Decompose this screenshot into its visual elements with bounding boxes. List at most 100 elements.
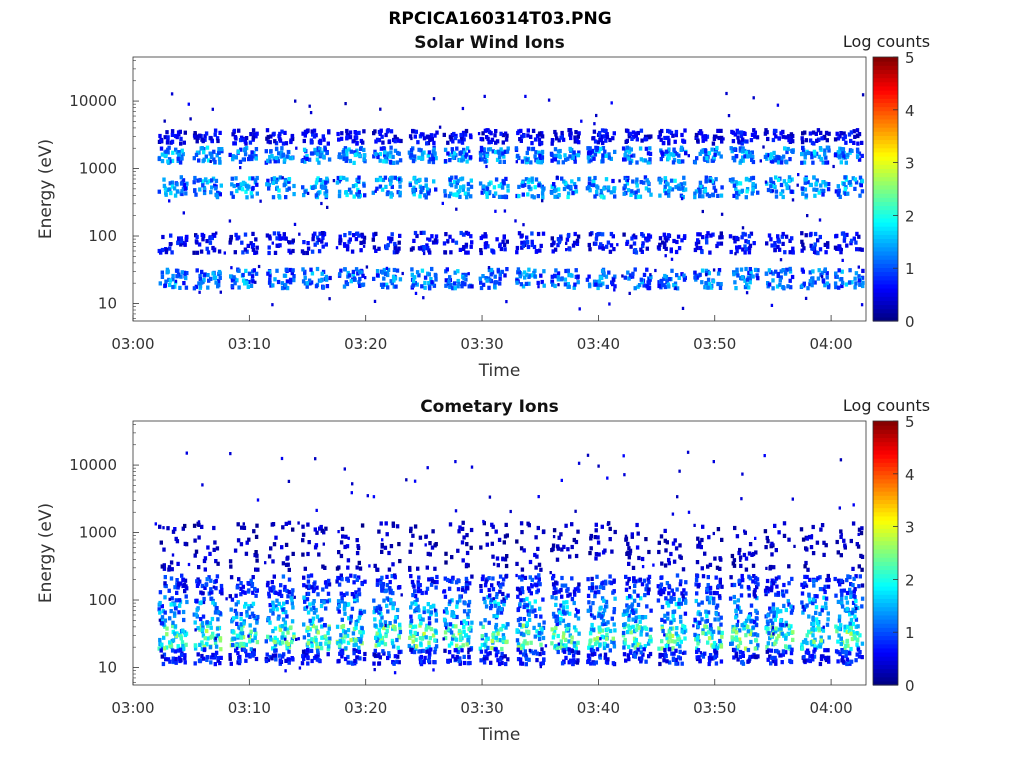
heatmap-cell [314, 457, 317, 461]
heatmap-cell [228, 238, 233, 243]
heatmap-cell [633, 248, 638, 253]
heatmap-cell [305, 281, 309, 286]
heatmap-cell [309, 140, 314, 145]
heatmap-cell [359, 248, 363, 253]
heatmap-cell [265, 182, 269, 187]
heatmap-cell [346, 640, 351, 645]
heatmap-cell [197, 158, 201, 163]
heatmap-cell [707, 151, 712, 156]
heatmap-cell [455, 146, 459, 151]
heatmap-cell [361, 273, 365, 278]
heatmap-cell [706, 231, 710, 236]
heatmap-cell [340, 617, 344, 622]
heatmap-cell [649, 275, 653, 280]
heatmap-cell [317, 160, 321, 165]
heatmap-cell [454, 192, 458, 197]
heatmap-cell [347, 187, 352, 192]
heatmap-cell [228, 240, 232, 245]
heatmap-cell [775, 284, 780, 289]
heatmap-cell [325, 284, 330, 289]
heatmap-cell [489, 267, 494, 273]
heatmap-cell [551, 249, 555, 254]
heatmap-cell [378, 184, 383, 189]
heatmap-cell [606, 240, 611, 245]
heatmap-cell [321, 564, 325, 569]
heatmap-cell [158, 618, 162, 622]
heatmap-cell [537, 183, 541, 188]
heatmap-cell [273, 645, 277, 651]
heatmap-cell [564, 523, 568, 528]
heatmap-cell [519, 598, 523, 603]
heatmap-cell [567, 284, 571, 289]
heatmap-cell [196, 150, 200, 155]
heatmap-cell [484, 649, 488, 654]
heatmap-cell [359, 240, 363, 245]
heatmap-cell [170, 242, 173, 246]
heatmap-cell [469, 628, 473, 633]
heatmap-cell [273, 642, 278, 647]
heatmap-cell [395, 607, 400, 613]
heatmap-cell [373, 563, 377, 568]
heatmap-cell [237, 577, 241, 582]
heatmap-cell [843, 134, 847, 140]
heatmap-cell [667, 284, 671, 289]
heatmap-cell [572, 643, 577, 648]
heatmap-cell [731, 130, 735, 135]
heatmap-cell [244, 551, 249, 556]
heatmap-cell [178, 285, 182, 290]
heatmap-cell [251, 638, 255, 643]
heatmap-cell [557, 138, 561, 143]
heatmap-cell [372, 610, 376, 615]
heatmap-cell [515, 250, 519, 255]
heatmap-cell [335, 180, 340, 185]
heatmap-cell [574, 613, 578, 618]
heatmap-cell [316, 650, 320, 655]
heatmap-cell [244, 601, 248, 607]
heatmap-cell [464, 242, 469, 247]
heatmap-cell [243, 604, 247, 609]
heatmap-cell [339, 268, 343, 273]
heatmap-cell [182, 617, 186, 623]
heatmap-cell [375, 137, 380, 142]
heatmap-cell [236, 646, 239, 650]
heatmap-cell [348, 231, 352, 236]
heatmap-cell [179, 239, 184, 244]
heatmap-cell [255, 558, 259, 563]
heatmap-cell [571, 155, 575, 160]
heatmap-cell [357, 189, 361, 195]
heatmap-cell [747, 270, 751, 276]
heatmap-cell [344, 102, 347, 106]
heatmap-cell [396, 654, 400, 659]
heatmap-cell [785, 185, 789, 191]
heatmap-cell [249, 283, 254, 288]
heatmap-cell [203, 636, 207, 641]
heatmap-cell [451, 139, 455, 144]
heatmap-cell [630, 274, 635, 279]
colorbar-step [873, 147, 898, 153]
heatmap-cell [290, 592, 294, 597]
heatmap-cell [374, 608, 379, 613]
heatmap-cell [357, 592, 362, 597]
heatmap-cell [397, 240, 401, 245]
heatmap-cell [527, 630, 531, 635]
heatmap-cell [494, 625, 498, 630]
heatmap-cell [338, 651, 342, 656]
heatmap-cell [536, 157, 540, 162]
heatmap-cell [278, 653, 282, 658]
heatmap-cell [525, 621, 529, 626]
heatmap-cell [843, 186, 847, 192]
heatmap-cell [796, 183, 799, 187]
heatmap-cell [493, 274, 497, 279]
heatmap-cell [163, 581, 167, 586]
heatmap-cell [811, 269, 815, 274]
heatmap-cell [673, 284, 678, 289]
heatmap-cell [281, 617, 286, 622]
heatmap-cell [215, 574, 220, 579]
heatmap-cell [777, 155, 781, 161]
heatmap-cell [550, 236, 554, 241]
heatmap-cell [175, 539, 180, 544]
heatmap-cell [412, 650, 417, 655]
heatmap-cell [621, 146, 626, 151]
heatmap-cell [802, 281, 806, 286]
heatmap-cell [385, 603, 389, 608]
